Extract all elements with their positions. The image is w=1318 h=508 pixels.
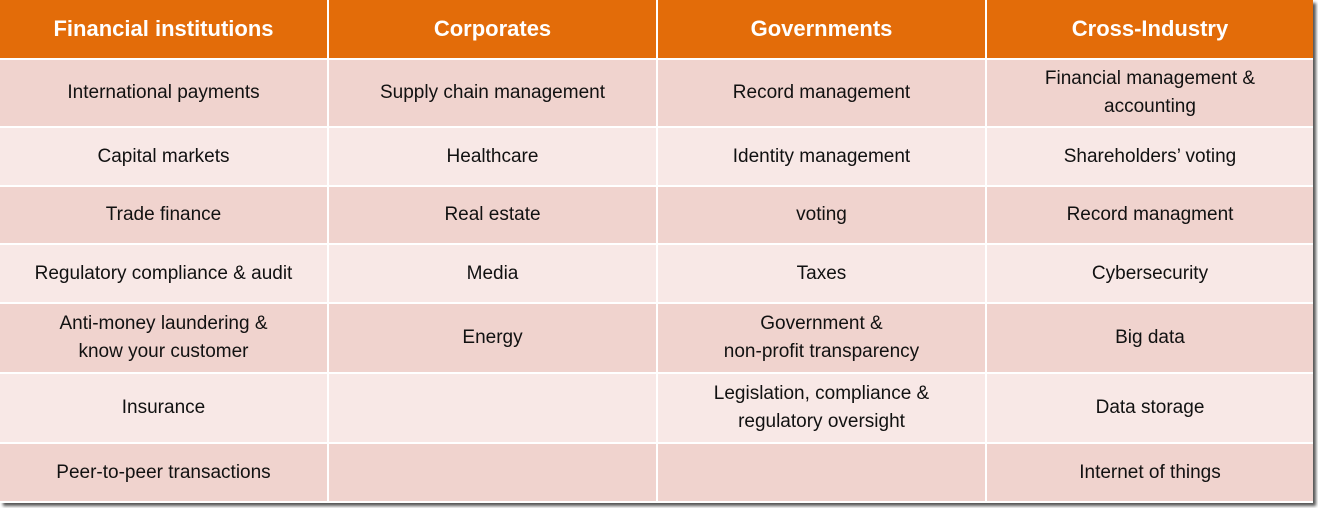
table-cell [329,374,656,442]
table-cell: Capital markets [0,128,327,185]
header-cell: Financial institutions [0,0,327,58]
table-cell: International payments [0,60,327,126]
table-cell: Trade finance [0,187,327,243]
table-cell: Financial management & accounting [987,60,1313,126]
table-cell: Peer-to-peer transactions [0,444,327,501]
table-cell: Internet of things [987,444,1313,501]
table-cell: Big data [987,304,1313,372]
table-cell: Regulatory compliance & audit [0,245,327,302]
table-cell: voting [658,187,985,243]
table-cell: Healthcare [329,128,656,185]
table-cell: Shareholders’ voting [987,128,1313,185]
header-cell: Cross-Industry [987,0,1313,58]
table-cell: Record managment [987,187,1313,243]
table-cell: Data storage [987,374,1313,442]
table-cell: Real estate [329,187,656,243]
table-cell: Legislation, compliance & regulatory ove… [658,374,985,442]
table-cell: Cybersecurity [987,245,1313,302]
header-cell: Governments [658,0,985,58]
table-cell: Energy [329,304,656,372]
table-cell [658,444,985,501]
table-cell: Anti-money laundering & know your custom… [0,304,327,372]
table-cell: Government & non-profit transparency [658,304,985,372]
table-cell: Record management [658,60,985,126]
header-cell: Corporates [329,0,656,58]
table-cell [329,444,656,501]
table-cell: Media [329,245,656,302]
table-cell: Supply chain management [329,60,656,126]
table-cell: Insurance [0,374,327,442]
table-cell: Identity management [658,128,985,185]
table-cell: Taxes [658,245,985,302]
